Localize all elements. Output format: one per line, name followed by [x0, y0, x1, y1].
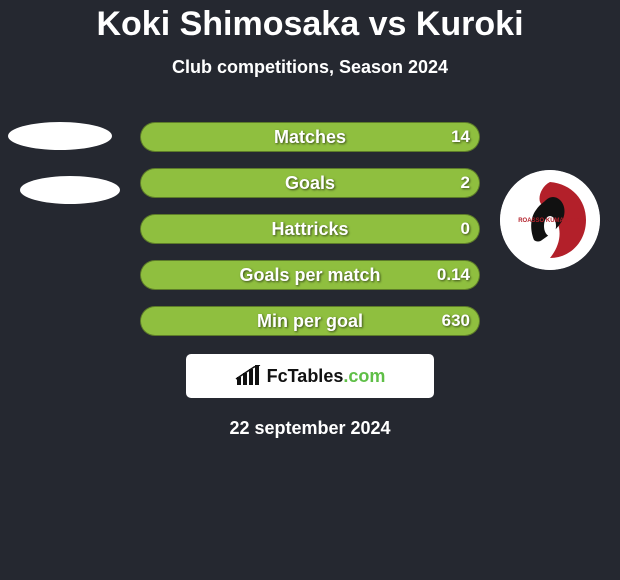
brand-badge: FcTables.com [186, 354, 434, 398]
stat-bar: Hattricks [140, 214, 480, 244]
stat-bar: Matches [140, 122, 480, 152]
subtitle: Club competitions, Season 2024 [0, 57, 620, 78]
stat-label: Goals [285, 173, 335, 194]
stat-label: Min per goal [257, 311, 363, 332]
date-text: 22 september 2024 [0, 418, 620, 439]
stat-value-right: 14 [451, 122, 470, 152]
brand-name: FcTables [267, 366, 344, 386]
bar-chart-icon [235, 365, 261, 387]
stat-value-right: 0.14 [437, 260, 470, 290]
stat-row-min-per-goal: Min per goal 630 [0, 306, 620, 336]
stat-row-goals: Goals 2 [0, 168, 620, 198]
stat-label: Matches [274, 127, 346, 148]
stats-container: Matches 14 Goals 2 Hattricks 0 Goals per… [0, 122, 620, 336]
stat-value-right: 2 [461, 168, 470, 198]
stat-label: Goals per match [239, 265, 380, 286]
stat-label: Hattricks [271, 219, 348, 240]
stat-bar: Goals per match [140, 260, 480, 290]
stat-row-matches: Matches 14 [0, 122, 620, 152]
stat-bar: Min per goal [140, 306, 480, 336]
page-title: Koki Shimosaka vs Kuroki [0, 0, 620, 43]
brand-tld: .com [343, 366, 385, 386]
stat-bar: Goals [140, 168, 480, 198]
brand-text: FcTables.com [267, 366, 386, 387]
stat-row-hattricks: Hattricks 0 [0, 214, 620, 244]
stat-row-goals-per-match: Goals per match 0.14 [0, 260, 620, 290]
stat-value-right: 0 [461, 214, 470, 244]
stat-value-right: 630 [442, 306, 470, 336]
